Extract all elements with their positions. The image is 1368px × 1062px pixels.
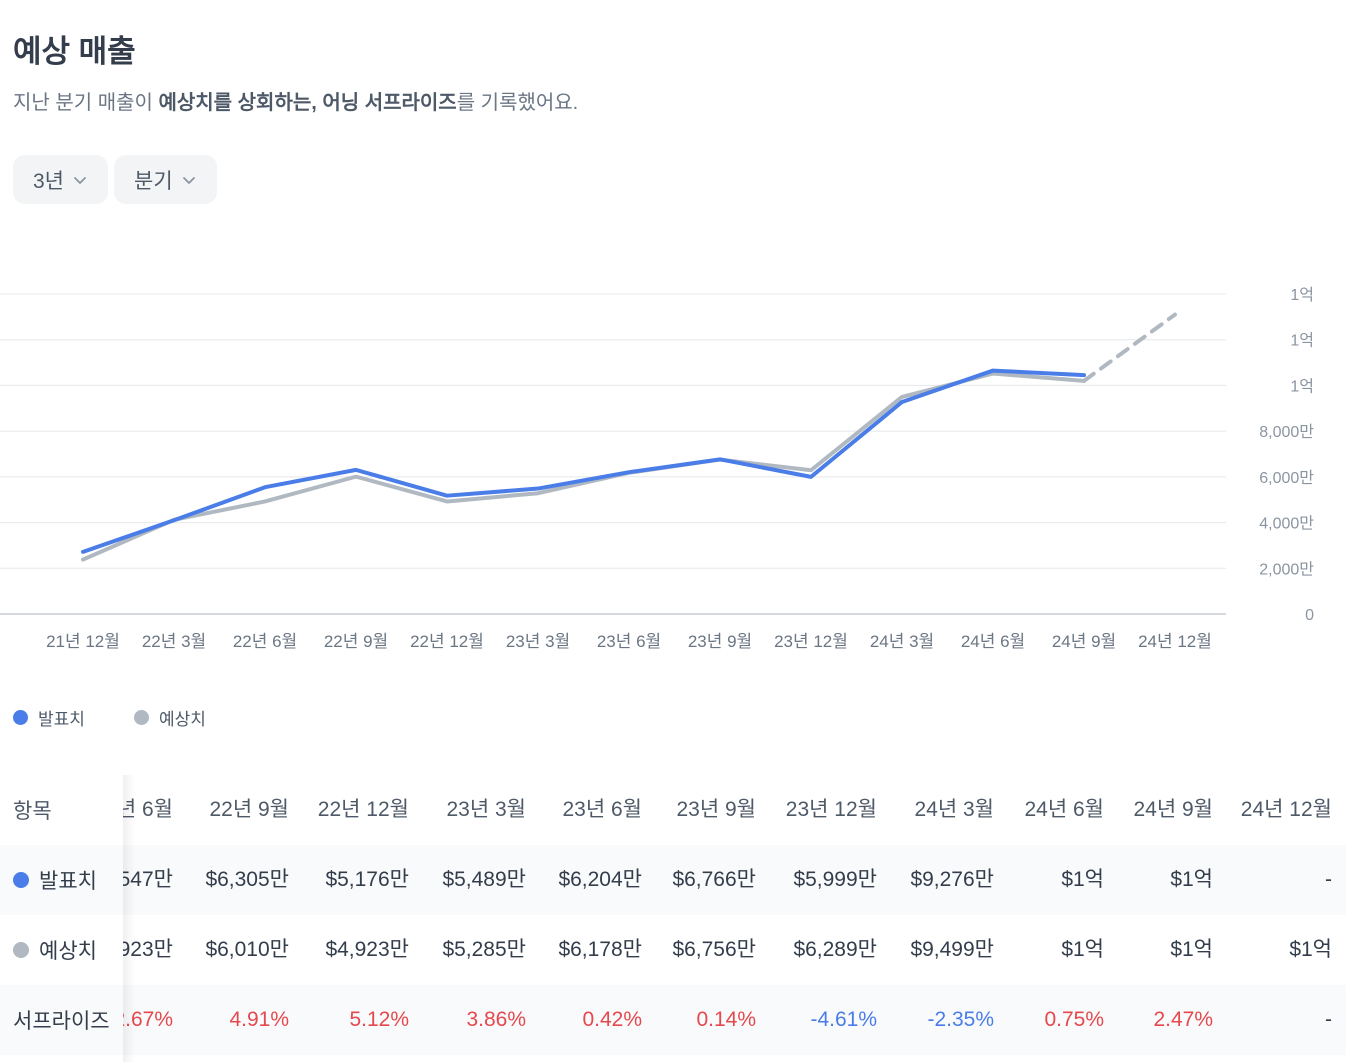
table-cell: 5.12% xyxy=(349,1008,409,1031)
table-row: 발표치$5,547만$6,305만$5,176만$5,489만$6,204만$6… xyxy=(0,845,1346,915)
series-dot xyxy=(13,942,29,958)
series-line-estimate-forecast xyxy=(1082,312,1177,383)
table-cell: 2.47% xyxy=(1153,1008,1213,1031)
table-header-cell: 22년 9월 xyxy=(209,798,289,821)
x-tick-label: 24년 12월 xyxy=(1138,632,1212,651)
x-tick-label: 22년 12월 xyxy=(410,632,484,651)
table-cell: $5,999만 xyxy=(793,868,877,891)
table-header-cell: 23년 12월 xyxy=(785,798,877,821)
table-cell: 4.91% xyxy=(229,1008,289,1031)
y-tick-label: 2,000만 xyxy=(1259,560,1314,578)
table-cell: $6,766만 xyxy=(672,868,756,891)
table-row: 서프라이즈 12.67% 4.91% 5.12% 3.86% 0.42% 0.14% -4.6… xyxy=(0,985,1346,1055)
table-cell: $5,176만 xyxy=(325,868,409,891)
table-cell: - xyxy=(1325,1008,1332,1031)
table-cell: $5,489만 xyxy=(442,868,526,891)
table-cell: $9,276만 xyxy=(910,868,994,891)
table-header-label: 항목 xyxy=(0,775,123,845)
row-label-text: 서프라이즈 xyxy=(13,1010,110,1033)
legend-dot xyxy=(134,710,149,725)
series-dot xyxy=(13,872,29,888)
y-tick-label: 1억 xyxy=(1290,286,1314,304)
table-header-cell: 24년 9월 xyxy=(1133,798,1213,821)
legend-label: 발표치 xyxy=(38,710,85,729)
legend-item-actual: 발표치 xyxy=(13,705,85,730)
series-line-actual xyxy=(81,368,1086,554)
period-dropdown-label: 3년 xyxy=(33,169,64,193)
x-tick-label: 23년 9월 xyxy=(688,632,752,651)
x-tick-label: 23년 12월 xyxy=(774,632,848,651)
table-cell: $1억 xyxy=(1170,868,1213,891)
legend-item-estimate: 예상치 xyxy=(134,705,206,730)
table-cell: 0.42% xyxy=(582,1008,642,1031)
y-tick-label: 4,000만 xyxy=(1259,515,1314,533)
x-tick-label: 23년 3월 xyxy=(506,632,570,651)
page-title: 예상 매출 xyxy=(13,34,136,69)
table-row: 예상치$4,923만$6,010만$4,923만$5,285만$6,178만$6… xyxy=(0,915,1346,985)
y-tick-label: 8,000만 xyxy=(1259,423,1314,441)
x-tick-label: 23년 6월 xyxy=(597,632,661,651)
table-cell: -4.61% xyxy=(810,1008,877,1031)
x-tick-label: 24년 9월 xyxy=(1052,632,1116,651)
table-cell: $6,289만 xyxy=(793,938,877,961)
page-subtitle: 지난 분기 매출이 예상치를 상회하는, 어닝 서프라이즈를 기록했어요. xyxy=(13,92,579,114)
table-cell: $1억 xyxy=(1061,938,1104,961)
row-label-text: 예상치 xyxy=(39,940,97,963)
interval-dropdown-label: 분기 xyxy=(134,169,173,193)
y-tick-label: 1억 xyxy=(1290,332,1314,350)
table-cell: 0.75% xyxy=(1044,1008,1104,1031)
table-cell: 0.14% xyxy=(696,1008,756,1031)
y-tick-label: 6,000만 xyxy=(1259,469,1314,487)
x-tick-label: 22년 3월 xyxy=(142,632,206,651)
table-cell: $1억 xyxy=(1289,938,1332,961)
table-header-cell: 24년 6월 xyxy=(1024,798,1104,821)
chevron-down-icon xyxy=(182,176,195,184)
table-row-label: 서프라이즈 xyxy=(0,985,123,1055)
table-header-cell: 23년 9월 xyxy=(676,798,756,821)
table-header-cell: 24년 12월 xyxy=(1240,798,1332,821)
x-tick-label: 22년 9월 xyxy=(324,632,388,651)
table-row-label: 예상치 xyxy=(0,915,123,985)
y-tick-label: 1억 xyxy=(1290,377,1314,395)
period-dropdown[interactable]: 3년 xyxy=(13,155,108,204)
table-cell: $5,285만 xyxy=(442,938,526,961)
table-cell: $9,499만 xyxy=(910,938,994,961)
table-row-label: 발표치 xyxy=(0,845,123,915)
table-cell: $6,010만 xyxy=(205,938,289,961)
table-cell: 3.86% xyxy=(466,1008,526,1031)
table-header-cell: 22년 12월 xyxy=(317,798,409,821)
table-cell: $6,756만 xyxy=(672,938,756,961)
table-cell: $6,305만 xyxy=(205,868,289,891)
table-cell: $4,923만 xyxy=(325,938,409,961)
chevron-down-icon xyxy=(74,176,86,184)
series-line-estimate xyxy=(81,371,1086,562)
table-header-cell: 24년 3월 xyxy=(914,798,994,821)
table-header-cell: 23년 3월 xyxy=(446,798,526,821)
table-header-cell: 23년 6월 xyxy=(562,798,642,821)
x-tick-label: 24년 3월 xyxy=(870,632,934,651)
table-cell: $1억 xyxy=(1061,868,1104,891)
table-cell: - xyxy=(1325,868,1332,891)
row-label-text: 항목 xyxy=(13,800,52,823)
y-tick-label: 0 xyxy=(1305,607,1314,624)
legend-label: 예상치 xyxy=(159,710,206,729)
row-label-text: 발표치 xyxy=(39,870,97,893)
revenue-line-chart: 0 2,000만 4,000만 6,000만 8,000만 1억 1억 1억 21년 12월 22… xyxy=(0,286,1314,651)
interval-dropdown[interactable]: 분기 xyxy=(114,155,217,204)
sticky-column-shadow xyxy=(123,775,135,1062)
x-tick-label: 21년 12월 xyxy=(46,632,120,651)
table-cell: $6,178만 xyxy=(558,938,642,961)
x-tick-label: 24년 6월 xyxy=(961,632,1025,651)
legend-dot xyxy=(13,710,28,725)
table-cell: $6,204만 xyxy=(558,868,642,891)
table-cell: $1억 xyxy=(1170,938,1213,961)
x-tick-label: 22년 6월 xyxy=(233,632,297,651)
table-cell: -2.35% xyxy=(927,1008,994,1031)
